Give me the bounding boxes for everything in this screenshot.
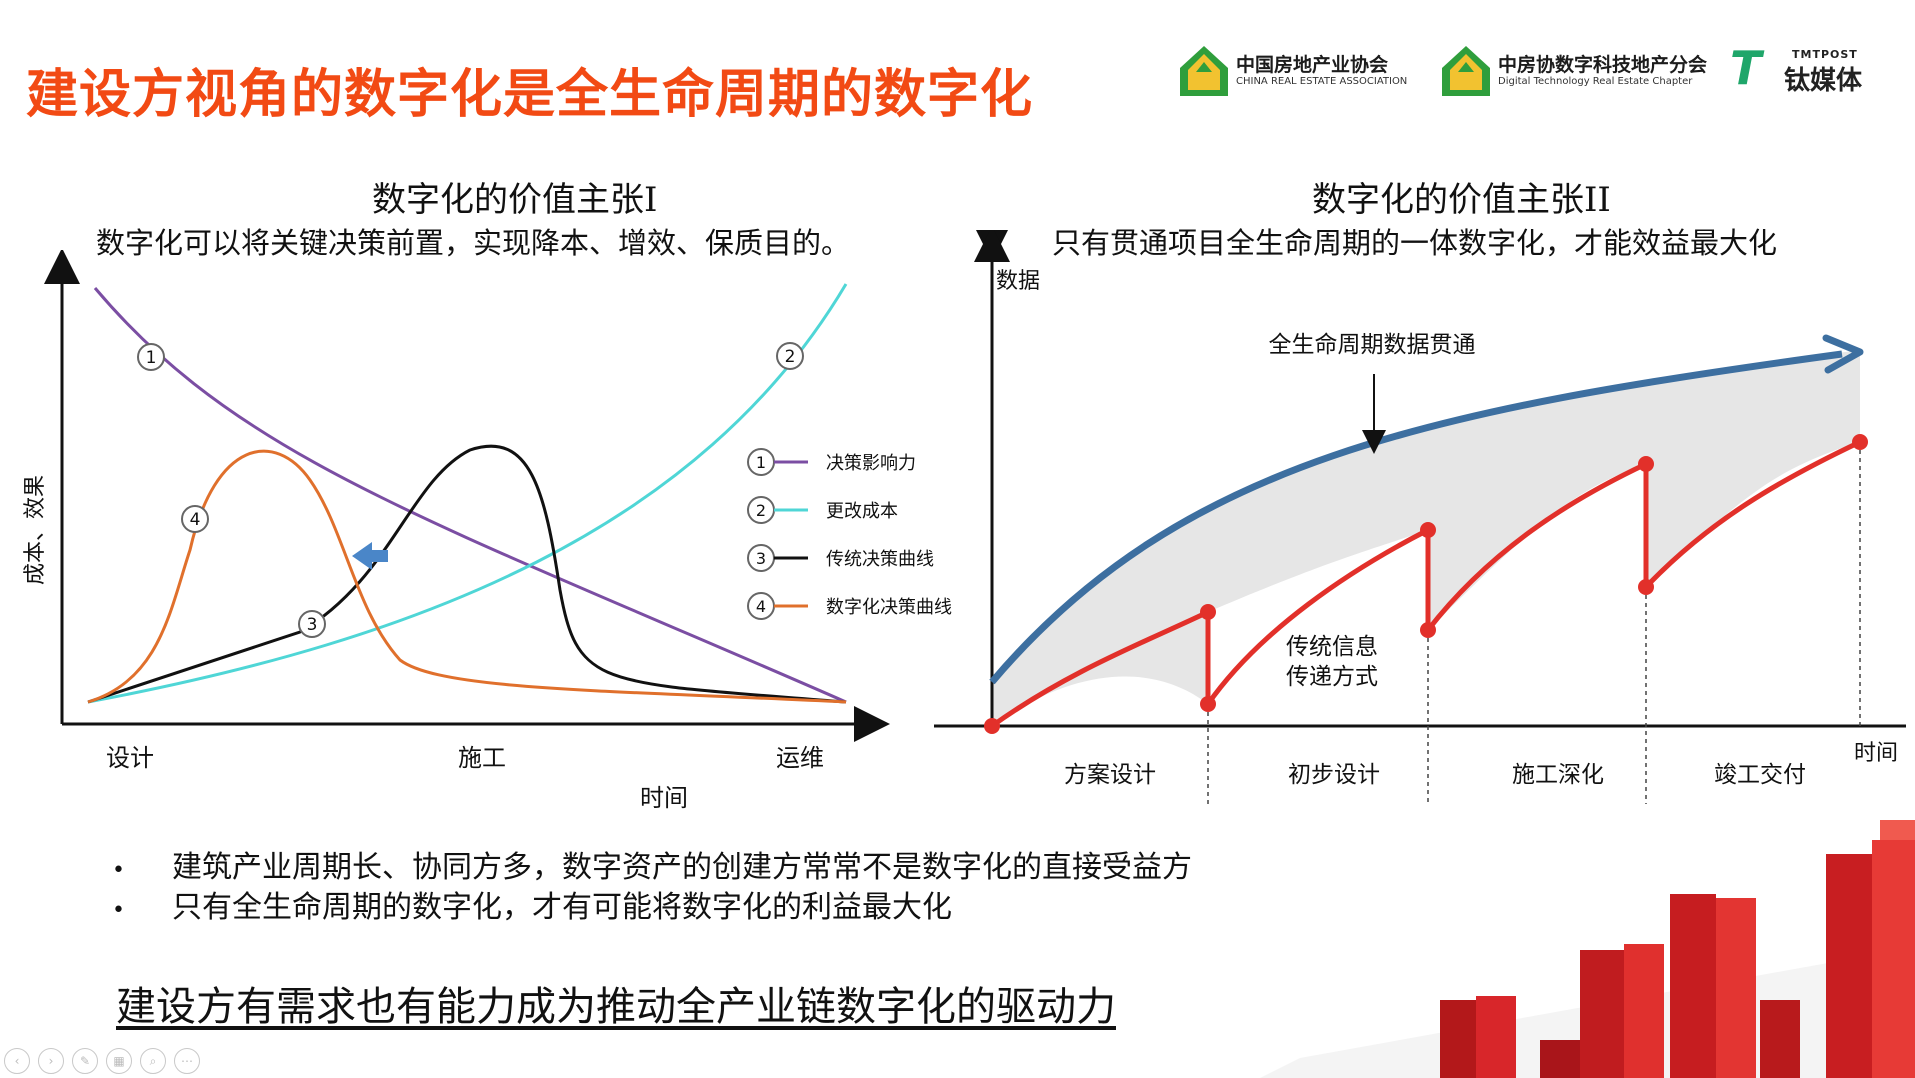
svg-text:3: 3 [756,549,766,568]
legend-item-decision-influence: 1 决策影响力 [747,448,916,476]
phase-preliminary-design: 初步设计 [1288,762,1380,788]
transfer-point [984,718,1000,734]
svg-text:2: 2 [785,347,796,367]
x-tick-design: 设计 [106,744,154,772]
next-slide-icon[interactable]: › [38,1048,64,1074]
slideshow-toolbar: ‹ › ✎ ▦ ⌕ ⋯ [4,1048,200,1074]
x-axis-label: 时间 [1854,741,1898,766]
x-tick-operation: 运维 [776,744,824,772]
left-panel-title: 数字化的价值主张I [372,180,658,220]
phase-scheme-design: 方案设计 [1064,762,1156,788]
svg-text:1: 1 [146,348,157,368]
lifecycle-label: 全生命周期数据贯通 [1269,332,1476,358]
lifecycle-arrow-icon [1822,334,1864,374]
y-axis-label: 成本、效果 [23,475,48,585]
more-options-icon[interactable]: ⋯ [174,1048,200,1074]
lifecycle-data-curve [989,350,1843,685]
svg-text:1: 1 [756,453,766,472]
phase-construction-detail: 施工深化 [1512,762,1604,788]
svg-text:3: 3 [307,615,318,635]
cre-association-logo: 中国房地产业协会 CHINA REAL ESTATE ASSOCIATION [1178,44,1407,100]
decision-curve-chart: 成本、效果 设计 施工 运维 时间 1 2 3 4 1 决策影响力 2 [23,250,952,812]
curve-marker-1: 1 [137,343,165,371]
logo-name: 中房协数字科技地产分会 [1498,54,1708,76]
digital-decision-curve [87,449,847,704]
transfer-point [1420,622,1436,638]
bullet-marker: • [112,858,125,883]
cre-emblem-icon [1180,46,1228,96]
transfer-point [1420,522,1436,538]
left-shift-arrow-icon [352,542,388,570]
curve-marker-3: 3 [298,610,326,638]
x-tick-construction: 施工 [458,744,506,772]
left-panel-subtitle: 数字化可以将关键决策前置，实现降本、增效、保质目的。 [96,226,851,260]
y-axis-label: 数据 [996,269,1040,294]
x-axis-label: 时间 [640,784,688,812]
logo-sub: TMTPOST [1792,48,1858,61]
change-cost-curve [87,283,848,704]
conclusion-statement: 建设方有需求也有能力成为推动全产业链数字化的驱动力 [116,984,1116,1030]
dtre-chapter-logo: 中房协数字科技地产分会 Digital Technology Real Esta… [1440,44,1707,100]
legend-item-digital: 4 数字化决策曲线 [747,592,952,620]
transfer-points [984,434,1868,734]
svg-text:数字化决策曲线: 数字化决策曲线 [826,597,952,618]
previous-slide-icon[interactable]: ‹ [4,1048,30,1074]
svg-text:传统决策曲线: 传统决策曲线 [826,549,934,570]
svg-text:2: 2 [756,501,766,520]
chart-legend: 1 决策影响力 2 更改成本 3 传统决策曲线 4 数字化决策曲线 [747,448,952,620]
bullet-list: • 建筑产业周期长、协同方多，数字资产的创建方常常不是数字化的直接受益方 • 只有全… [112,848,1192,928]
right-panel-subtitle: 只有贯通项目全生命周期的一体数字化，才能效益最大化 [1052,226,1778,260]
transfer-point [1638,456,1654,472]
curve-marker-2: 2 [776,342,804,370]
logo-sub: Digital Technology Real Estate Chapter [1498,76,1693,87]
legend-item-change-cost: 2 更改成本 [747,496,898,524]
bullet-item: • 只有全生命周期的数字化，才有可能将数字化的利益最大化 [112,888,1192,928]
phase-completion-delivery: 竣工交付 [1714,762,1806,788]
logo-name: 中国房地产业协会 [1236,54,1389,76]
bullet-item: • 建筑产业周期长、协同方多，数字资产的创建方常常不是数字化的直接受益方 [112,848,1192,888]
traditional-label-line1: 传统信息 [1286,634,1378,660]
lifecycle-data-chart: 数据 时间 全生命周期数据贯通 传统信息 传递方式 方案设计 初步设计 施工深化… [934,230,1906,804]
right-panel-title: 数字化的价值主张II [1312,180,1611,220]
svg-text:4: 4 [756,597,766,616]
tmtpost-logo: T TMTPOST 钛媒体 [1730,44,1880,100]
bullet-marker: • [112,898,125,923]
traditional-label-line2: 传递方式 [1286,664,1378,690]
building-skyline-decoration [1260,820,1915,1078]
logo-name: 钛媒体 [1784,66,1863,96]
chapter-emblem-icon [1442,46,1490,96]
transfer-point [1638,579,1654,595]
slides-grid-icon[interactable]: ▦ [106,1048,132,1074]
tmtpost-mark-icon: T [1730,41,1762,95]
data-gap-area [992,350,1860,726]
zoom-icon[interactable]: ⌕ [140,1048,166,1074]
svg-text:决策影响力: 决策影响力 [826,453,916,474]
traditional-decision-curve [87,444,847,704]
curve-marker-4: 4 [181,505,209,533]
svg-text:更改成本: 更改成本 [826,501,898,522]
pen-icon[interactable]: ✎ [72,1048,98,1074]
transfer-point [1200,604,1216,620]
svg-text:4: 4 [190,510,201,530]
legend-item-traditional: 3 传统决策曲线 [747,544,934,572]
transfer-point [1852,434,1868,450]
transfer-point [1200,696,1216,712]
slide-title: 建设方视角的数字化是全生命周期的数字化 [26,65,1034,125]
logo-sub: CHINA REAL ESTATE ASSOCIATION [1236,76,1408,87]
